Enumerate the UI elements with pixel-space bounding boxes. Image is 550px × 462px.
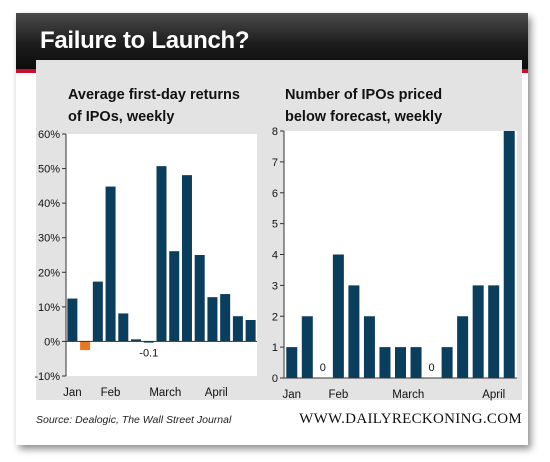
chart1-bar: [181, 175, 192, 342]
chart2-y-tick-label: 0: [272, 373, 278, 385]
chart2-y-tick-label: 4: [272, 250, 278, 262]
chart2-bar: [301, 316, 313, 378]
chart1-bar: [156, 166, 167, 342]
chart2-x-label: Jan: [282, 389, 301, 401]
chart1-title: Average first-day returns of IPOs, weekl…: [68, 84, 240, 128]
chart2-x-label: Feb: [328, 389, 348, 401]
chart1-bar: [220, 294, 231, 342]
chart2-data-label: 0: [320, 362, 326, 374]
title-banner: Failure to Launch?: [16, 13, 528, 69]
chart1-x-label: Feb: [101, 387, 121, 399]
chart2-bar: [379, 347, 391, 378]
chart1-y-tick-label: 40%: [38, 198, 60, 210]
chart1-bar: [92, 281, 103, 342]
chart2-y-tick-label: 3: [272, 280, 278, 292]
chart1-bar: [131, 339, 142, 342]
chart1-plot: [62, 133, 257, 377]
chart2-bar: [363, 316, 375, 378]
source-note: Source: Dealogic, The Wall Street Journa…: [36, 414, 232, 426]
chart2-bar: [472, 285, 484, 378]
chart2-x-label: April: [482, 389, 505, 401]
chart2-bar: [286, 347, 298, 378]
chart2-bar: [348, 285, 360, 378]
chart1-bar: [232, 316, 243, 342]
chart1-title-line2: of IPOs, weekly: [68, 109, 175, 125]
chart1-y-tick-label: 60%: [38, 129, 60, 141]
chart1-x-label: Jan: [63, 387, 82, 399]
chart2-y-tick-label: 1: [272, 342, 278, 354]
chart2-y-tick-label: 5: [272, 219, 278, 231]
chart2-title-line1: Number of IPOs priced: [285, 87, 443, 103]
chart1-y-tick-label: 30%: [38, 233, 60, 245]
chart1-y-tick-label: 0%: [44, 336, 60, 348]
chart2-y-tick-label: 2: [272, 311, 278, 323]
chart1-bar: [169, 251, 180, 342]
chart2-x-label: March: [392, 389, 424, 401]
brand-url: WWW.DAILYRECKONING.COM: [299, 411, 522, 427]
chart2-bar: [488, 285, 500, 378]
chart1-x-label: March: [149, 387, 181, 399]
chart2-y-tick-label: 6: [272, 188, 278, 200]
chart1-bar: [80, 341, 91, 351]
chart2-bar: [503, 131, 515, 378]
chart1-y-tick-label: 20%: [38, 267, 60, 279]
chart1-bar: [207, 297, 218, 342]
chart1-title-line1: Average first-day returns: [68, 87, 240, 103]
chart1-x-label: April: [205, 387, 228, 399]
chart1-y-tick-label: 50%: [38, 164, 60, 176]
chart1-bar: [143, 341, 154, 343]
chart1-data-label: -0.1: [139, 347, 158, 359]
chart2-y-tick-label: 8: [272, 126, 278, 138]
chart1-bar: [194, 255, 205, 342]
chart2-bar: [441, 347, 453, 378]
chart2-bar: [395, 347, 406, 378]
chart1-y-tick-label: -10%: [34, 371, 60, 383]
chart1-bar: [118, 313, 129, 342]
chart1-bar: [67, 298, 78, 342]
chart2-bar: [410, 347, 422, 378]
chart2-y-tick-label: 7: [272, 157, 278, 169]
chart1-bar: [245, 319, 256, 342]
page-title: Failure to Launch?: [40, 27, 250, 54]
chart2-data-label: 0: [429, 362, 435, 374]
chart2-bar: [332, 254, 344, 378]
chart2-title: Number of IPOs priced below forecast, we…: [285, 84, 442, 128]
chart2-bar: [457, 316, 469, 378]
chart2-plot: [280, 130, 517, 379]
chart1-y-tick-label: 10%: [38, 302, 60, 314]
chart2-title-line2: below forecast, weekly: [285, 109, 443, 125]
chart1-bar: [105, 186, 116, 342]
